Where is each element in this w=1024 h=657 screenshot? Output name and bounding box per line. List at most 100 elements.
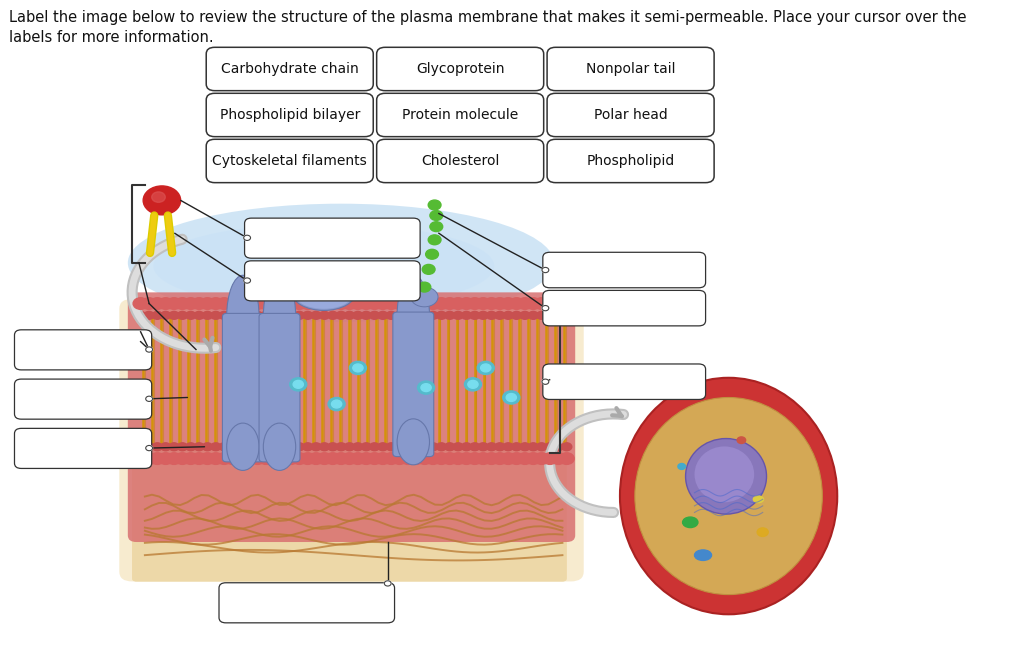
Circle shape (420, 311, 430, 319)
FancyBboxPatch shape (543, 290, 706, 326)
Circle shape (376, 298, 390, 309)
Circle shape (344, 443, 354, 451)
Circle shape (227, 311, 238, 319)
Circle shape (191, 298, 207, 309)
Circle shape (261, 443, 271, 451)
Circle shape (293, 380, 303, 388)
Circle shape (233, 298, 249, 309)
Circle shape (183, 453, 199, 464)
Circle shape (361, 443, 372, 451)
FancyBboxPatch shape (377, 47, 544, 91)
Circle shape (477, 361, 495, 374)
Circle shape (475, 453, 490, 464)
Circle shape (551, 298, 566, 309)
FancyBboxPatch shape (128, 292, 575, 542)
Circle shape (370, 311, 380, 319)
FancyBboxPatch shape (132, 443, 566, 581)
FancyBboxPatch shape (206, 93, 373, 137)
Circle shape (269, 443, 280, 451)
Circle shape (511, 443, 521, 451)
Circle shape (194, 311, 204, 319)
FancyBboxPatch shape (543, 364, 706, 399)
Circle shape (135, 311, 145, 319)
Circle shape (150, 453, 165, 464)
Ellipse shape (226, 423, 259, 470)
Circle shape (358, 453, 374, 464)
Circle shape (250, 453, 265, 464)
Circle shape (426, 453, 440, 464)
Circle shape (225, 298, 240, 309)
Text: Carbohydrate chain: Carbohydrate chain (221, 62, 358, 76)
Circle shape (386, 443, 396, 451)
Circle shape (509, 453, 524, 464)
Circle shape (434, 298, 449, 309)
Ellipse shape (620, 378, 838, 614)
Circle shape (542, 306, 549, 311)
Circle shape (334, 453, 348, 464)
Ellipse shape (292, 275, 355, 310)
Text: Label the image below to review the structure of the plasma membrane that makes : Label the image below to review the stru… (8, 10, 966, 45)
Circle shape (286, 311, 296, 319)
Circle shape (453, 443, 463, 451)
Circle shape (465, 378, 481, 391)
Ellipse shape (737, 437, 745, 443)
Ellipse shape (694, 447, 754, 502)
Circle shape (219, 443, 229, 451)
Circle shape (367, 453, 382, 464)
Circle shape (475, 298, 490, 309)
Circle shape (367, 298, 382, 309)
Circle shape (342, 453, 357, 464)
Circle shape (353, 364, 364, 372)
Circle shape (394, 443, 404, 451)
Circle shape (185, 443, 196, 451)
Text: Phospholipid bilayer: Phospholipid bilayer (219, 108, 359, 122)
Circle shape (386, 311, 396, 319)
Circle shape (420, 443, 430, 451)
Circle shape (434, 453, 449, 464)
Circle shape (535, 298, 549, 309)
Circle shape (525, 453, 541, 464)
Circle shape (244, 443, 254, 451)
Circle shape (203, 443, 213, 451)
Circle shape (486, 311, 497, 319)
FancyBboxPatch shape (14, 330, 152, 370)
FancyBboxPatch shape (547, 93, 714, 137)
Circle shape (143, 443, 154, 451)
Circle shape (236, 311, 246, 319)
FancyBboxPatch shape (393, 312, 434, 457)
FancyBboxPatch shape (245, 261, 420, 301)
Circle shape (286, 443, 296, 451)
Ellipse shape (694, 550, 712, 560)
Circle shape (219, 311, 229, 319)
Circle shape (542, 379, 549, 384)
Circle shape (225, 453, 240, 464)
FancyBboxPatch shape (206, 47, 373, 91)
Circle shape (392, 298, 408, 309)
Circle shape (141, 298, 157, 309)
Circle shape (328, 311, 338, 319)
Ellipse shape (411, 287, 438, 307)
Circle shape (349, 361, 367, 374)
Circle shape (326, 298, 340, 309)
Circle shape (430, 210, 442, 221)
Circle shape (402, 443, 413, 451)
Circle shape (428, 235, 441, 245)
Circle shape (442, 298, 458, 309)
Circle shape (153, 311, 163, 319)
Circle shape (528, 311, 539, 319)
Ellipse shape (226, 275, 259, 358)
Circle shape (284, 298, 298, 309)
Circle shape (467, 453, 482, 464)
Circle shape (418, 283, 431, 292)
Circle shape (394, 311, 404, 319)
Circle shape (392, 453, 408, 464)
Circle shape (244, 235, 251, 240)
Circle shape (267, 453, 282, 464)
Circle shape (559, 298, 574, 309)
Circle shape (426, 250, 438, 260)
FancyBboxPatch shape (222, 313, 263, 462)
Circle shape (503, 311, 513, 319)
Circle shape (528, 443, 539, 451)
Circle shape (493, 453, 507, 464)
Circle shape (453, 311, 463, 319)
